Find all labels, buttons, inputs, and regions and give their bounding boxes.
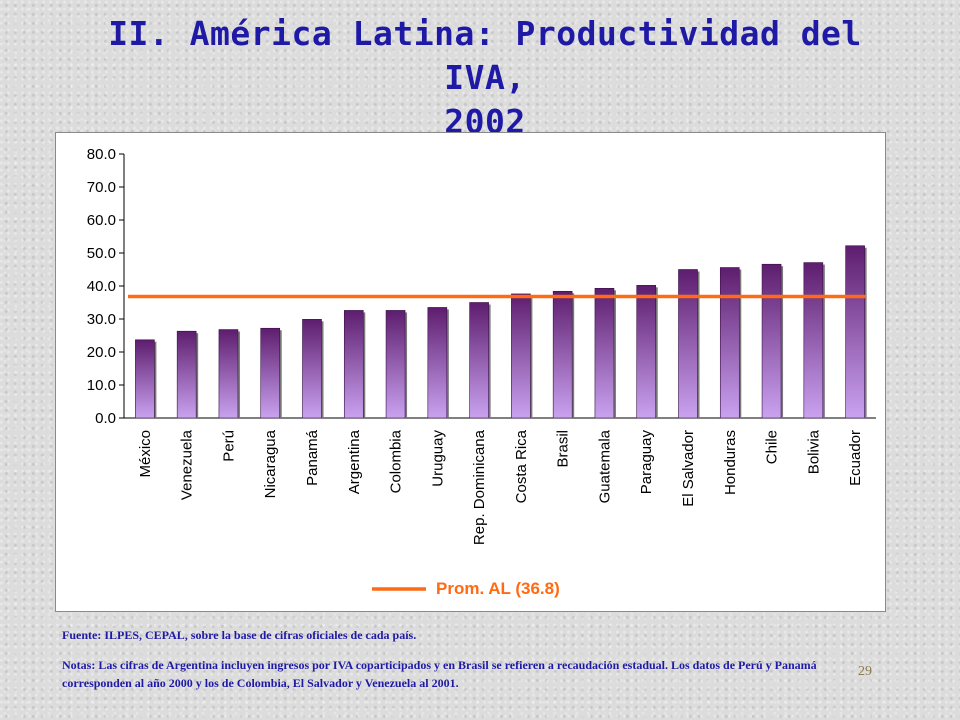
x-tick-label: Bolivia (805, 429, 822, 474)
slide-title: II. América Latina: Productividad del IV… (60, 12, 910, 144)
page-number: 29 (858, 664, 872, 679)
x-tick-label: Costa Rica (513, 429, 530, 503)
legend-label: Prom. AL (36.8) (436, 579, 560, 598)
bar (803, 262, 824, 419)
productividad-iva-chart: 0.0 10.0 20.0 30.0 40.0 50.0 60.0 70.0 80.0 Méxi… (87, 146, 876, 598)
y-tick-label: 0.0 (95, 410, 116, 427)
y-tick-label: 50.0 (87, 245, 116, 262)
bar (343, 310, 364, 419)
bar (302, 319, 322, 419)
x-tick-label: Honduras (722, 430, 739, 495)
bar (218, 329, 239, 419)
legend: Prom. AL (36.8) (372, 579, 560, 598)
y-tick-label: 70.0 (87, 179, 116, 196)
chart-frame: 0.0 10.0 20.0 30.0 40.0 50.0 60.0 70.0 80.0 Méxi… (55, 132, 886, 612)
y-tick-label: 20.0 (87, 344, 116, 361)
x-tick-label: Colombia (388, 429, 405, 493)
y-tick-label: 30.0 (87, 311, 116, 328)
x-tick-label: Brasil (555, 430, 572, 468)
y-tick-label: 60.0 (87, 212, 116, 229)
x-tick-label: Nicaragua (262, 429, 279, 498)
x-tick-label: Argentina (346, 429, 363, 494)
bar (260, 327, 281, 419)
bar (678, 269, 698, 419)
title-line-1: II. América Latina: Productividad del IV… (108, 14, 862, 97)
x-tick-label: Ecuador (847, 430, 864, 486)
x-tick-label: Perú (220, 430, 237, 462)
bar (636, 285, 657, 419)
x-tick-label: Paraguay (638, 430, 655, 495)
x-tick-label: Panamá (304, 429, 321, 486)
bar (176, 330, 197, 419)
bar (552, 290, 573, 419)
source-note: Fuente: ILPES, CEPAL, sobre la base de c… (62, 628, 417, 642)
notes-text: Notas: Las cifras de Argentina incluyen … (62, 658, 817, 690)
bar (594, 288, 615, 419)
bar (845, 245, 865, 419)
x-tick-label: El Salvador (680, 430, 697, 507)
x-tick-label: Uruguay (429, 430, 446, 487)
bar (511, 293, 531, 419)
y-axis: 0.0 10.0 20.0 30.0 40.0 50.0 60.0 70.0 80.0 (87, 146, 876, 427)
x-tick-label: Chile (764, 430, 781, 464)
x-tick-label: México (137, 430, 154, 478)
x-tick-label: Venezuela (179, 429, 196, 500)
bar (385, 310, 406, 419)
bar (761, 263, 782, 419)
bar (719, 267, 740, 419)
bar (427, 307, 448, 419)
legend-cover-box (181, 212, 305, 236)
x-axis-labels: México Venezuela Perú Nicaragua Panamá Argent… (137, 429, 864, 545)
y-tick-label: 80.0 (87, 146, 116, 163)
bar (469, 302, 489, 419)
x-tick-label: Rep. Dominicana (471, 429, 488, 545)
x-tick-label: Guatemala (596, 429, 613, 503)
bars (135, 245, 867, 419)
y-tick-label: 40.0 (87, 278, 116, 295)
bar (135, 339, 155, 419)
y-tick-label: 10.0 (87, 377, 116, 394)
